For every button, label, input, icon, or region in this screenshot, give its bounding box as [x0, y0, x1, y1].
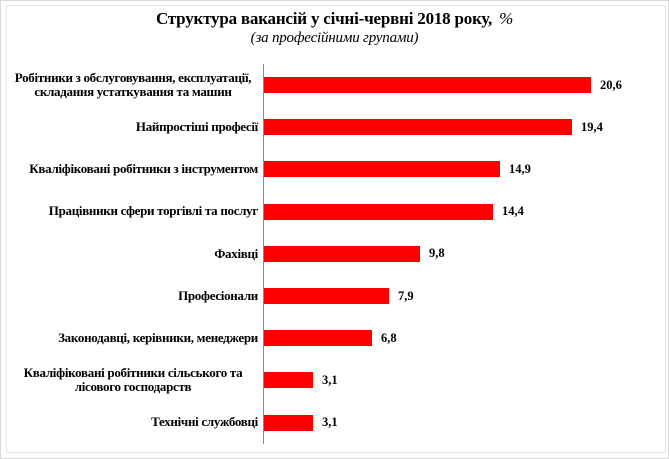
value-label: 3,1	[322, 415, 338, 430]
bar-cell: 14,9	[264, 148, 663, 190]
bar-row: Законодавці, керівники, менеджери 6,8	[8, 317, 663, 359]
category-label-text: Працівники сфери торгівлі та послуг	[48, 203, 259, 219]
bar	[264, 414, 313, 431]
category-label: Кваліфіковані робітники сільського та лі…	[8, 359, 263, 401]
category-label: Професіонали	[8, 275, 263, 317]
value-label: 9,8	[429, 246, 445, 261]
bar-row: Робітники з обслуговування, експлуатації…	[8, 64, 663, 106]
category-label: Робітники з обслуговування, експлуатації…	[8, 64, 263, 106]
category-label-text: Законодавці, керівники, менеджери	[58, 329, 258, 345]
category-label-text: Технічні службовці	[151, 414, 258, 430]
bar-cell: 3,1	[264, 359, 663, 401]
value-label: 20,6	[600, 77, 622, 92]
bar-row: Кваліфіковані робітники сільського та лі…	[8, 359, 663, 401]
bar-row: Кваліфіковані робітники з інструментом 14…	[8, 148, 663, 190]
bar-cell: 7,9	[264, 275, 663, 317]
value-label: 14,9	[509, 161, 531, 176]
bar-row: Найпростіші професії 19,4	[8, 106, 663, 148]
chart-title-text: Структура вакансій у січні-червні 2018 р…	[155, 9, 493, 28]
category-label: Працівники сфери торгівлі та послуг	[8, 191, 263, 233]
category-label-text: Найпростіші професії	[135, 119, 258, 135]
category-label-text: Кваліфіковані робітники сільського та лі…	[23, 364, 243, 395]
bar	[264, 288, 389, 305]
value-label: 14,4	[502, 204, 524, 219]
category-label: Фахівці	[8, 233, 263, 275]
bar	[264, 245, 420, 262]
bar	[264, 119, 572, 136]
chart-header: Структура вакансій у січні-червні 2018 р…	[1, 8, 668, 47]
category-label-text: Робітники з обслуговування, експлуатації…	[14, 69, 252, 100]
plot-area: Робітники з обслуговування, експлуатації…	[8, 64, 663, 444]
category-label-text: Фахівці	[214, 245, 258, 261]
bar-row: Професіонали 7,9	[8, 275, 663, 317]
bar-cell: 6,8	[264, 317, 663, 359]
bar	[264, 330, 372, 347]
value-label: 19,4	[581, 119, 603, 134]
category-label-text: Кваліфіковані робітники з інструментом	[29, 161, 258, 177]
category-label: Найпростіші професії	[8, 106, 263, 148]
bar	[264, 161, 500, 178]
chart-title: Структура вакансій у січні-червні 2018 р…	[1, 8, 668, 29]
bar-cell: 20,6	[264, 64, 663, 106]
bar	[264, 203, 493, 220]
bar-cell: 19,4	[264, 106, 663, 148]
value-label: 3,1	[322, 372, 338, 387]
bar-cell: 9,8	[264, 233, 663, 275]
chart-subtitle: (за професійними групами)	[250, 30, 419, 46]
category-label: Кваліфіковані робітники з інструментом	[8, 148, 263, 190]
bar-row: Працівники сфери торгівлі та послуг 14,4	[8, 191, 663, 233]
bar-row: Фахівці 9,8	[8, 233, 663, 275]
bar	[264, 77, 591, 94]
category-label: Законодавці, керівники, менеджери	[8, 317, 263, 359]
bar	[264, 372, 313, 389]
value-label: 6,8	[381, 330, 397, 345]
bar-cell: 14,4	[264, 191, 663, 233]
category-label-text: Професіонали	[178, 287, 258, 303]
bar-row: Технічні службовці 3,1	[8, 402, 663, 444]
value-label: 7,9	[398, 288, 414, 303]
y-axis-line	[263, 64, 264, 444]
category-label: Технічні службовці	[8, 402, 263, 444]
bar-cell: 3,1	[264, 402, 663, 444]
chart-title-percent: %	[499, 9, 514, 28]
